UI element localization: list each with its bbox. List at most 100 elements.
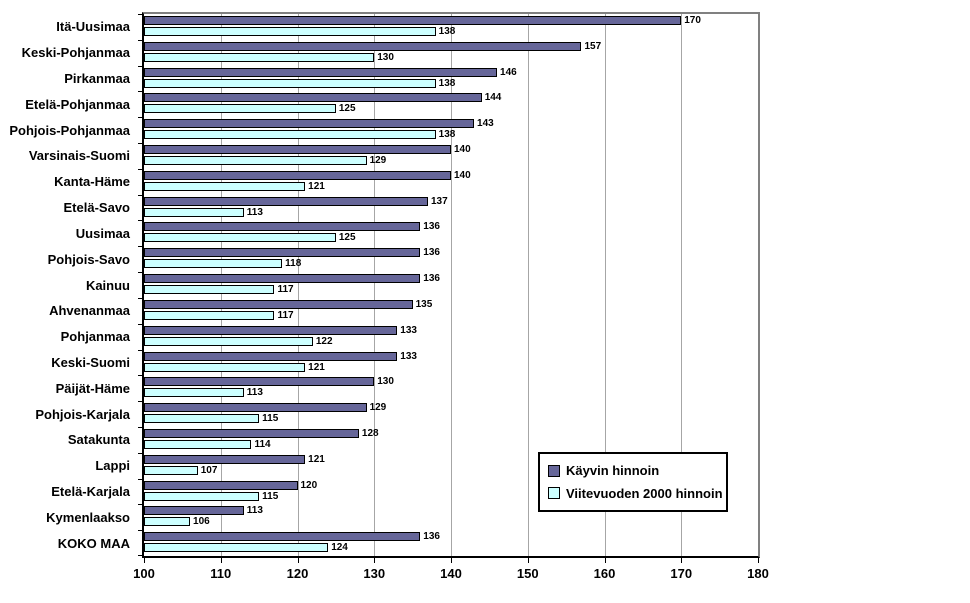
y-tick bbox=[138, 168, 142, 170]
x-tick-100 bbox=[144, 558, 145, 563]
x-tick-130 bbox=[374, 558, 376, 563]
bar-row-Kymenlaakso: 113 106 bbox=[144, 504, 758, 530]
bar-value-label: 117 bbox=[277, 284, 294, 296]
category-label-Etelä-Karjala: Etelä-Karjala bbox=[51, 484, 130, 500]
y-tick bbox=[138, 323, 142, 325]
category-label-Ahvenanmaa: Ahvenanmaa bbox=[49, 303, 130, 319]
bar-KOKO MAA-kayvin bbox=[144, 532, 421, 542]
bar-value-label: 136 bbox=[423, 221, 440, 233]
y-tick bbox=[138, 14, 142, 15]
bar-Pohjois-Karjala-kayvin bbox=[144, 403, 367, 413]
bar-Etelä-Karjala-viitevuoden bbox=[144, 491, 260, 501]
bar-Kymenlaakso-kayvin bbox=[144, 506, 244, 516]
category-label-Itä-Uusimaa: Itä-Uusimaa bbox=[56, 19, 130, 35]
bar-Päijät-Häme-viitevuoden bbox=[144, 388, 244, 398]
category-label-Etelä-Pohjanmaa: Etelä-Pohjanmaa bbox=[25, 96, 130, 112]
x-tick-label-160: 160 bbox=[593, 566, 616, 581]
bar-value-label: 129 bbox=[369, 402, 387, 414]
bar-value-label: 135 bbox=[415, 298, 433, 310]
bar-value-label: 136 bbox=[423, 247, 440, 259]
bar-row-Pirkanmaa: 146 138 bbox=[144, 66, 758, 92]
x-tick-150 bbox=[527, 558, 529, 563]
bar-row-Uusimaa: 136 125 bbox=[144, 220, 758, 246]
bar-value-label: 130 bbox=[377, 51, 394, 63]
x-tick-180 bbox=[758, 558, 759, 563]
bar-value-label: 137 bbox=[430, 195, 448, 207]
y-tick bbox=[138, 194, 142, 196]
bar-Kanta-Häme-viitevuoden bbox=[144, 181, 306, 191]
bar-KOKO MAA-viitevuoden bbox=[144, 543, 329, 553]
x-tick-label-170: 170 bbox=[670, 566, 693, 581]
bar-value-label: 136 bbox=[423, 531, 440, 543]
bar-value-label: 133 bbox=[400, 350, 417, 362]
bar-row-Keski-Pohjanmaa: 157 130 bbox=[144, 40, 758, 66]
y-tick bbox=[138, 39, 142, 41]
category-label-Etelä-Savo: Etelä-Savo bbox=[63, 200, 130, 216]
bar-Etelä-Savo-kayvin bbox=[144, 196, 428, 206]
bar-value-label: 130 bbox=[377, 376, 394, 388]
category-label-Kanta-Häme: Kanta-Häme bbox=[54, 174, 130, 190]
bar-Uusimaa-viitevuoden bbox=[144, 233, 336, 243]
bar-Pohjanmaa-kayvin bbox=[144, 325, 398, 335]
bar-value-label: 138 bbox=[438, 77, 456, 89]
bar-value-label: 117 bbox=[277, 309, 294, 321]
bar-row-Kainuu: 136 117 bbox=[144, 272, 758, 298]
bar-Pirkanmaa-viitevuoden bbox=[144, 78, 436, 88]
bar-Kymenlaakso-viitevuoden bbox=[144, 517, 191, 527]
bar-row-Keski-Suomi: 133 121 bbox=[144, 350, 758, 376]
bar-value-label: 113 bbox=[246, 387, 263, 399]
bar-value-label: 136 bbox=[423, 273, 440, 285]
bar-value-label: 138 bbox=[438, 26, 456, 37]
bar-row-Itä-Uusimaa: 170 138 bbox=[144, 14, 758, 40]
bar-value-label: 144 bbox=[484, 92, 502, 104]
y-tick bbox=[138, 375, 142, 377]
bar-value-label: 143 bbox=[477, 118, 494, 130]
bar-Kanta-Häme-kayvin bbox=[144, 170, 451, 180]
bar-Satakunta-viitevuoden bbox=[144, 439, 252, 449]
x-tick-label-140: 140 bbox=[440, 566, 462, 581]
y-tick bbox=[138, 478, 142, 480]
y-tick bbox=[138, 401, 142, 403]
bar-Ahvenanmaa-kayvin bbox=[144, 299, 413, 309]
y-axis-labels: Itä-Uusimaa Keski-Pohjanmaa Pirkanmaa Etelä… bbox=[0, 14, 136, 556]
bar-Pohjois-Pohjanmaa-kayvin bbox=[144, 119, 475, 129]
gridline-120 bbox=[297, 14, 299, 556]
bar-row-Lappi: 121 107 bbox=[144, 453, 758, 479]
bar-Kainuu-kayvin bbox=[144, 274, 421, 284]
legend-item-viitevuoden-2000-hinnoin: Viitevuoden 2000 hinnoin bbox=[548, 486, 723, 501]
bar-value-label: 106 bbox=[193, 516, 210, 528]
bar-Etelä-Karjala-kayvin bbox=[144, 480, 298, 490]
bar-row-Etelä-Savo: 137 113 bbox=[144, 195, 758, 221]
category-label-Pirkanmaa: Pirkanmaa bbox=[64, 71, 130, 87]
bar-Keski-Pohjanmaa-kayvin bbox=[144, 41, 582, 51]
y-tick bbox=[138, 65, 142, 67]
bar-Lappi-viitevuoden bbox=[144, 465, 198, 475]
bar-row-KOKO MAA: 136 124 bbox=[144, 530, 758, 556]
bar-row-Kanta-Häme: 140 121 bbox=[144, 169, 758, 195]
bar-row-Pohjois-Pohjanmaa: 143 138 bbox=[144, 117, 758, 143]
bar-Uusimaa-kayvin bbox=[144, 222, 421, 232]
x-tick-140 bbox=[451, 558, 452, 563]
bar-Keski-Suomi-kayvin bbox=[144, 351, 398, 361]
x-tick-170 bbox=[681, 558, 683, 563]
y-tick bbox=[138, 246, 142, 248]
plot-area: 170 138 157 130 146 138 144 125 143 138 140 129 140 1… bbox=[138, 12, 760, 563]
bar-Lappi-kayvin bbox=[144, 454, 306, 464]
x-tick-110 bbox=[220, 558, 222, 563]
bar-row-Etelä-Pohjanmaa: 144 125 bbox=[144, 91, 758, 117]
bar-row-Pohjanmaa: 133 122 bbox=[144, 324, 758, 350]
bar-value-label: 140 bbox=[454, 144, 471, 156]
bar-value-label: 120 bbox=[300, 479, 318, 491]
bar-value-label: 121 bbox=[308, 361, 325, 373]
category-label-Keski-Suomi: Keski-Suomi bbox=[51, 354, 130, 370]
category-label-Kainuu: Kainuu bbox=[85, 277, 130, 293]
y-tick bbox=[138, 452, 142, 454]
gridline-150 bbox=[527, 14, 529, 556]
category-label-KOKO MAA: KOKO MAA bbox=[57, 535, 130, 551]
bar-Etelä-Pohjanmaa-viitevuoden bbox=[144, 104, 336, 114]
bar-Pirkanmaa-kayvin bbox=[144, 67, 498, 77]
bar-value-label: 140 bbox=[454, 169, 471, 181]
bar-value-label: 124 bbox=[331, 542, 348, 554]
bar-value-label: 114 bbox=[254, 438, 271, 450]
